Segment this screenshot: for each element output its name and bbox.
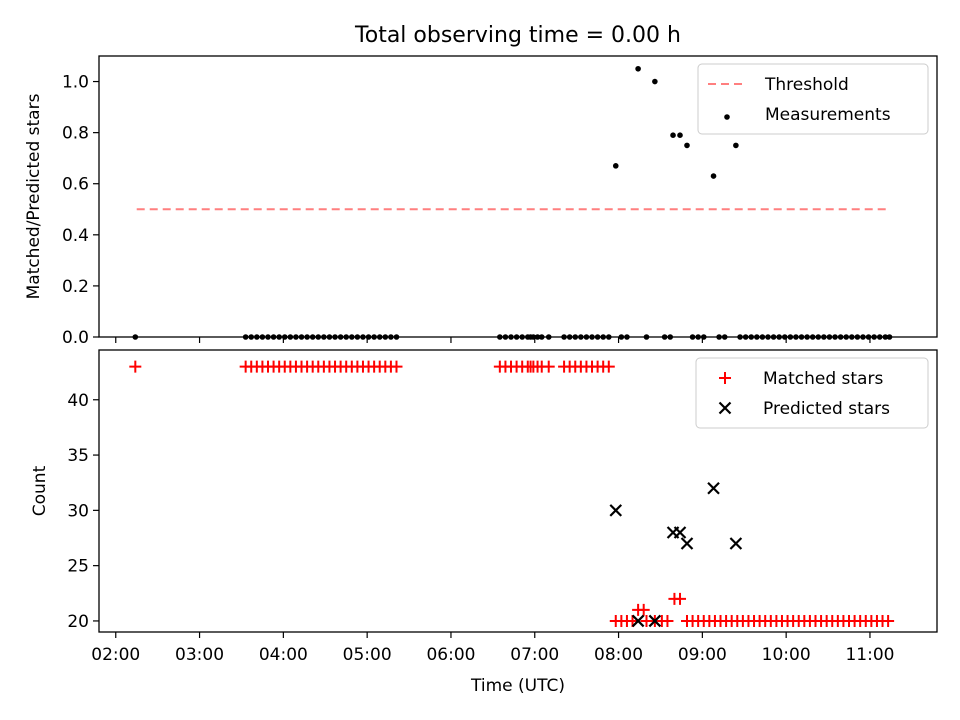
predicted-point (631, 614, 645, 628)
y-axis-label: Count (30, 465, 50, 516)
measurement-point (652, 78, 658, 85)
predicted-point (673, 526, 687, 539)
legend-box (697, 63, 929, 135)
y-tick-label: 40 (67, 391, 89, 411)
x-tick-label: 04:00 (259, 645, 308, 665)
series-matched-stars (129, 360, 895, 627)
y-tick-label: 25 (67, 557, 89, 577)
legend-marker (719, 372, 731, 384)
y-tick-label: 0.6 (62, 175, 89, 195)
legend: Threshold Measurements (697, 63, 929, 135)
x-tick-label: 10:00 (762, 645, 811, 665)
matched-point (602, 360, 615, 373)
predicted-point (707, 481, 720, 495)
matched-point (637, 603, 650, 616)
x-tick-label: 11:00 (845, 645, 894, 665)
figure-title: Total observing time = 0.00 h (354, 23, 681, 48)
legend-label: Matched stars (763, 369, 883, 389)
measurement-point (710, 173, 717, 179)
x-tick-label: 09:00 (678, 645, 727, 665)
matched-point (626, 614, 639, 627)
matched-point (674, 592, 687, 605)
y-tick-label: 0.2 (62, 277, 89, 297)
y-tick-label: 30 (67, 501, 89, 521)
measurement-point (670, 132, 676, 138)
y-tick-label: 0.0 (62, 328, 89, 348)
measurement-point (612, 163, 619, 169)
legend-label: Predicted stars (763, 399, 890, 419)
matched-point (661, 614, 674, 627)
y-tick-label: 20 (67, 612, 89, 632)
x-axis-label: Time (UTC) (470, 676, 565, 696)
count-plot: 20 25 30 35 40 02:00 03:00 04:00 05:00 06:00 07:00… (30, 349, 938, 696)
y-tick-label: 0.4 (62, 226, 89, 246)
x-tick-label: 06:00 (426, 645, 475, 665)
x-tick-label: 07:00 (510, 645, 559, 665)
y-axis-label: Matched/Predicted stars (24, 93, 44, 299)
matched-point (542, 360, 555, 373)
axes-frame (98, 349, 938, 633)
axes-frame (98, 55, 938, 338)
predicted-point (680, 537, 694, 550)
x-tick-label: 05:00 (343, 645, 392, 665)
legend-box (695, 357, 929, 429)
matched-point (882, 614, 895, 627)
measurement-point (684, 142, 690, 149)
x-tick-label: 02:00 (91, 645, 140, 665)
legend-label: Threshold (764, 75, 849, 95)
y-tick-label: 1.0 (62, 73, 89, 93)
measurement-point (733, 142, 739, 149)
predicted-point (648, 614, 662, 628)
y-tick-label: 35 (67, 446, 89, 466)
x-tick-label: 03:00 (175, 645, 224, 665)
predicted-point (609, 504, 623, 517)
legend-marker (724, 114, 730, 120)
series-predicted-stars (609, 481, 743, 628)
measurement-point (635, 65, 641, 72)
legend: Matched stars Predicted stars (695, 357, 929, 429)
ratio-plot: 0.0 0.2 0.4 0.6 0.8 1.0 Matched/Predicted star… (24, 55, 938, 348)
legend-marker (718, 401, 732, 415)
matched-point (129, 360, 142, 373)
x-tick-label: 08:00 (594, 645, 643, 665)
legend-label: Measurements (765, 105, 891, 125)
measurement-point (677, 132, 683, 138)
y-tick-label: 0.8 (62, 124, 89, 144)
matched-point (390, 360, 403, 373)
predicted-point (729, 537, 743, 550)
